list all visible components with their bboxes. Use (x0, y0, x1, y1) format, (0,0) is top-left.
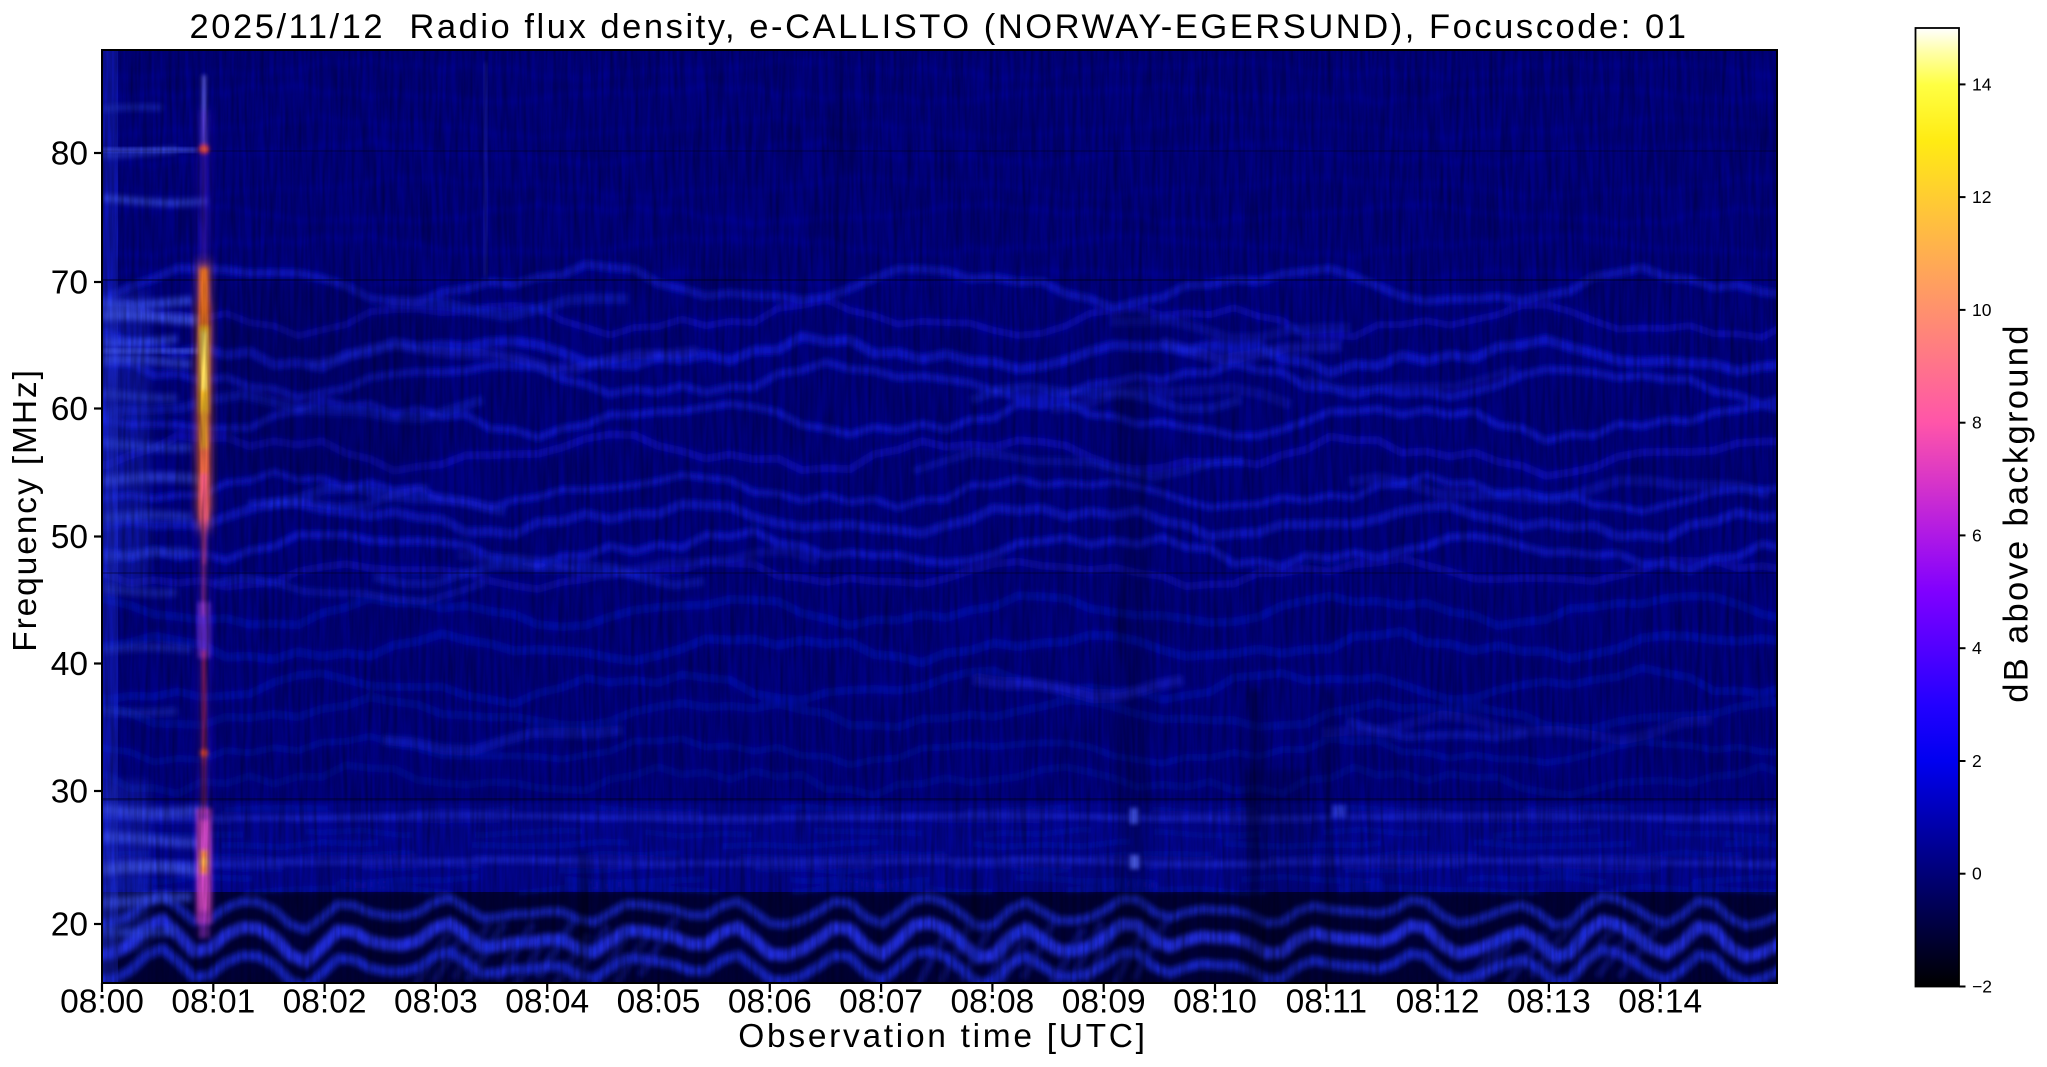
svg-text:Observation time [UTC]: Observation time [UTC] (738, 1018, 1147, 1055)
svg-text:−2: −2 (1972, 977, 1992, 997)
svg-text:08:12: 08:12 (1396, 984, 1480, 1021)
svg-text:2025/11/12 Radio flux density: 2025/11/12 Radio flux density, e-CALLIST… (190, 8, 1689, 46)
svg-text:10: 10 (1972, 300, 1992, 320)
svg-text:dB above background: dB above background (1998, 323, 2036, 702)
svg-text:08:03: 08:03 (394, 984, 478, 1021)
svg-text:8: 8 (1972, 413, 1982, 433)
svg-text:80: 80 (51, 136, 88, 173)
svg-text:14: 14 (1972, 74, 1992, 94)
svg-text:0: 0 (1972, 864, 1982, 884)
svg-text:60: 60 (51, 391, 88, 428)
svg-text:70: 70 (51, 265, 88, 302)
svg-text:4: 4 (1972, 638, 1982, 658)
svg-text:Frequency [MHz]: Frequency [MHz] (7, 368, 44, 652)
svg-text:08:00: 08:00 (60, 984, 144, 1021)
svg-text:08:08: 08:08 (950, 984, 1034, 1021)
svg-text:08:02: 08:02 (283, 984, 367, 1021)
svg-text:08:13: 08:13 (1507, 984, 1591, 1021)
svg-text:08:14: 08:14 (1618, 984, 1702, 1021)
svg-text:08:04: 08:04 (505, 984, 589, 1021)
svg-text:12: 12 (1972, 187, 1991, 207)
svg-text:30: 30 (51, 774, 88, 811)
svg-text:08:07: 08:07 (839, 984, 923, 1021)
svg-text:08:09: 08:09 (1062, 984, 1146, 1021)
svg-text:08:06: 08:06 (728, 984, 812, 1021)
svg-text:50: 50 (51, 519, 88, 556)
svg-text:08:10: 08:10 (1173, 984, 1257, 1021)
svg-text:08:05: 08:05 (617, 984, 701, 1021)
svg-text:40: 40 (51, 646, 88, 683)
svg-text:08:01: 08:01 (171, 984, 255, 1021)
svg-text:08:11: 08:11 (1286, 984, 1367, 1021)
svg-text:2: 2 (1972, 751, 1982, 771)
svg-text:6: 6 (1972, 525, 1982, 545)
svg-text:20: 20 (51, 907, 88, 944)
